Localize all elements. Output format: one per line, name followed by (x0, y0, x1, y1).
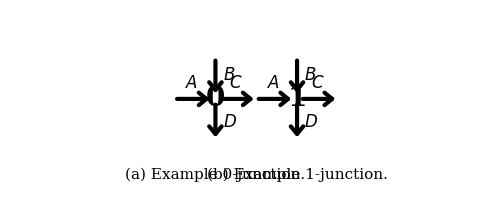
Text: $D$: $D$ (223, 114, 237, 131)
Text: $B$: $B$ (223, 67, 235, 84)
Text: $D$: $D$ (304, 114, 318, 131)
Text: $C$: $C$ (229, 75, 242, 92)
Text: 1: 1 (288, 85, 306, 112)
Text: (a) Example 0-junction.: (a) Example 0-junction. (126, 168, 306, 182)
Text: $C$: $C$ (310, 75, 324, 92)
Text: $A$: $A$ (185, 75, 198, 92)
Text: 0: 0 (206, 85, 225, 112)
Text: (b) Example 1-junction.: (b) Example 1-junction. (206, 168, 388, 182)
Text: $A$: $A$ (267, 75, 280, 92)
Text: $B$: $B$ (304, 67, 317, 84)
